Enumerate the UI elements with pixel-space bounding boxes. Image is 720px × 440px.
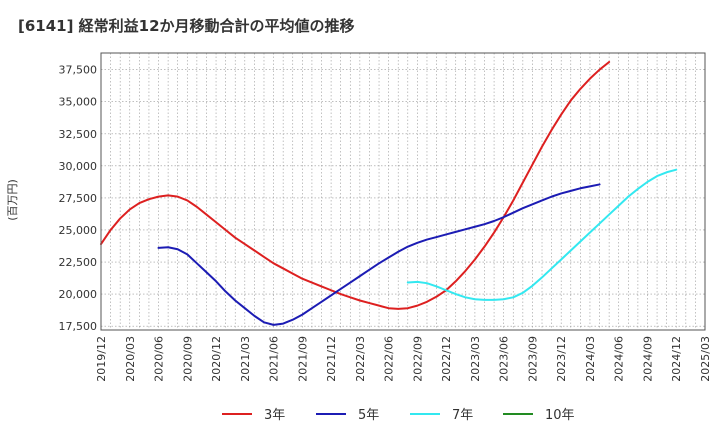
x-tick-label: 2021/06	[268, 336, 281, 382]
y-tick-label: 32,500	[59, 128, 98, 141]
y-tick-label: 37,500	[59, 64, 98, 77]
y-tick-label: 27,500	[59, 192, 98, 205]
y-tick-label: 22,500	[59, 256, 98, 269]
series-line-2	[157, 183, 601, 326]
legend-label-2: 5年	[358, 408, 379, 423]
y-tick-label: 30,000	[59, 160, 98, 173]
x-tick-label: 2024/12	[670, 336, 683, 382]
series-line-3	[406, 168, 678, 301]
legend: 3年 5年 7年 10年	[222, 408, 575, 423]
y-tick-label: 25,000	[59, 224, 98, 237]
x-tick-label: 2021/09	[296, 336, 309, 382]
y-axis-label: (百万円)	[6, 179, 19, 221]
x-tick-label: 2022/12	[440, 336, 453, 382]
y-tick-label: 17,500	[59, 320, 98, 333]
x-tick-label: 2023/03	[469, 336, 482, 382]
y-tick-label: 35,000	[59, 96, 98, 109]
x-tick-label: 2024/09	[641, 336, 654, 382]
x-tick-label: 2021/03	[239, 336, 252, 382]
x-tick-label: 2020/09	[181, 336, 194, 382]
series-lines	[100, 60, 678, 326]
x-tick-label: 2022/06	[383, 336, 396, 382]
x-tick-label: 2020/12	[210, 336, 223, 382]
x-tick-label: 2023/06	[498, 336, 511, 382]
grid	[101, 53, 705, 330]
legend-label-1: 3年	[264, 408, 285, 423]
y-axis-ticks: 17,500 20,000 22,500 25,000 27,500 30,000 32,5…	[59, 64, 98, 333]
x-axis-ticks: 2019/12 2020/03 2020/06 2020/09 2020/12 2021/…	[95, 336, 712, 382]
x-tick-label: 2024/03	[584, 336, 597, 382]
x-tick-label: 2021/12	[325, 336, 338, 382]
x-tick-label: 2020/06	[153, 336, 166, 382]
legend-label-4: 10年	[545, 408, 575, 423]
series-line-1	[100, 60, 611, 310]
x-tick-label: 2020/03	[124, 336, 137, 382]
x-tick-label: 2025/03	[699, 336, 712, 382]
legend-label-3: 7年	[452, 408, 473, 423]
chart-title: [6141] 経常利益12か月移動合計の平均値の推移	[18, 17, 355, 35]
x-tick-label: 2022/09	[411, 336, 424, 382]
x-tick-label: 2023/12	[555, 336, 568, 382]
plot-frame	[100, 52, 706, 331]
x-tick-label: 2019/12	[95, 336, 108, 382]
x-tick-label: 2024/06	[613, 336, 626, 382]
x-tick-label: 2022/03	[354, 336, 367, 382]
y-tick-label: 20,000	[59, 288, 98, 301]
x-tick-label: 2023/09	[526, 336, 539, 382]
